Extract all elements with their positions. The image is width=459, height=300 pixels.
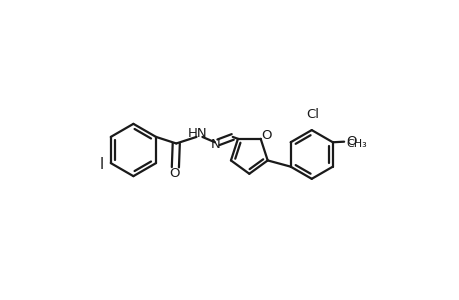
Text: N: N (211, 138, 220, 151)
Text: HN: HN (188, 127, 207, 140)
Text: O: O (169, 167, 179, 180)
Text: O: O (345, 135, 356, 148)
Text: CH₃: CH₃ (346, 139, 367, 149)
Text: Cl: Cl (305, 108, 318, 121)
Text: I: I (100, 157, 104, 172)
Text: O: O (260, 129, 271, 142)
